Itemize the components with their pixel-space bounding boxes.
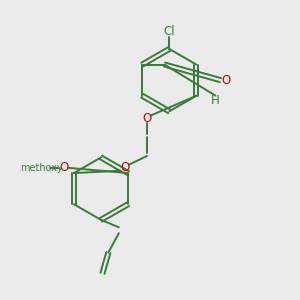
- Text: O: O: [120, 161, 129, 174]
- Text: methoxy: methoxy: [20, 163, 63, 173]
- Text: O: O: [221, 74, 230, 87]
- Text: O: O: [142, 112, 152, 125]
- Text: H: H: [211, 94, 220, 107]
- Text: O: O: [59, 161, 68, 174]
- Text: Cl: Cl: [164, 25, 175, 38]
